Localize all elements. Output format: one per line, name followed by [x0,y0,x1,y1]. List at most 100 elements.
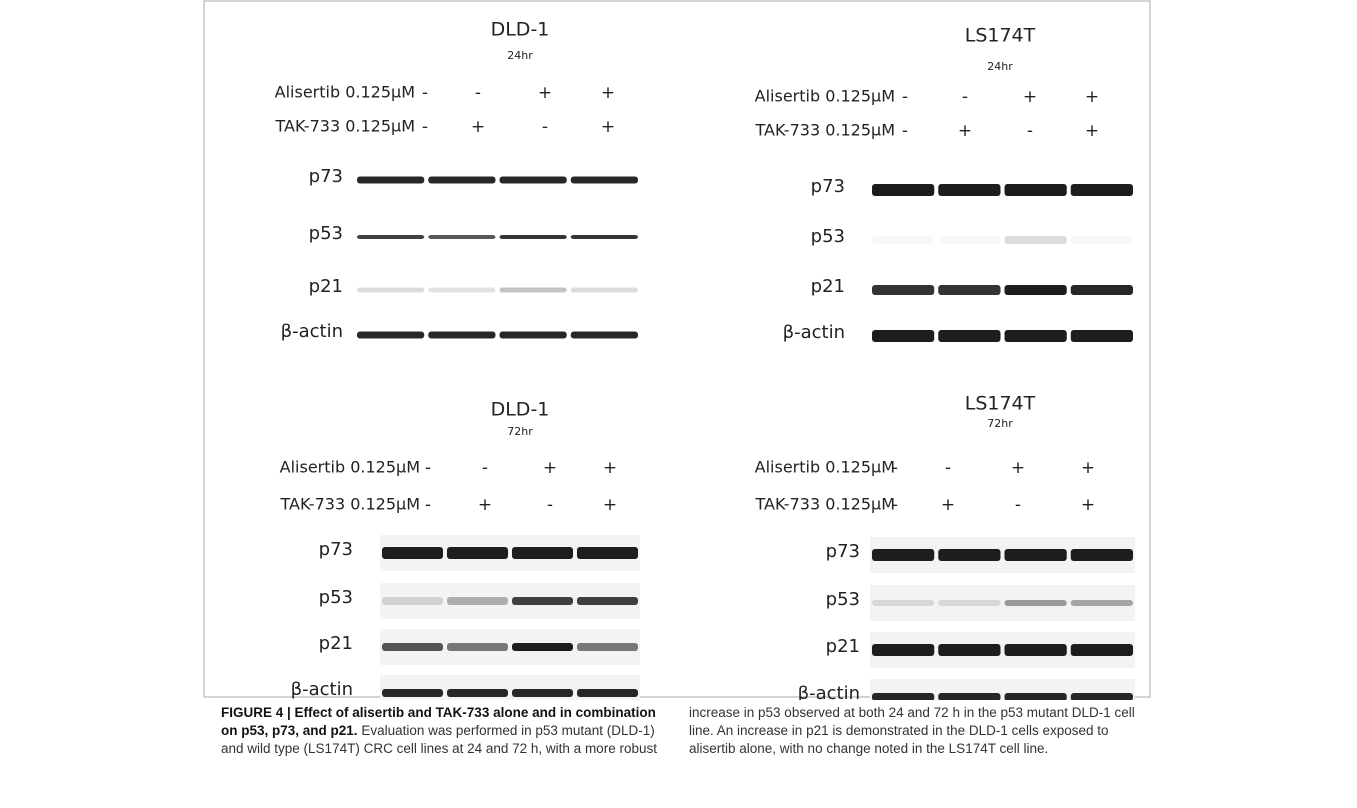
treatment-sign: + [958,121,972,141]
treatment-sign: + [538,83,552,103]
treatment-label: TAK-733 0.125μM [755,121,895,140]
treatment-sign: + [543,458,557,478]
treatment-sign: + [941,495,955,515]
blot-band [357,235,425,239]
blot-band [938,330,1001,342]
blot-band [1070,285,1133,295]
blot-band [938,644,1001,656]
treatment-sign: - [945,458,951,478]
caption-label: FIGURE 4 | Effect of alisertib and TAK-7… [221,705,656,738]
blot-band [938,600,1001,606]
blot-band [1004,600,1067,606]
treatment-sign: - [542,117,548,137]
protein-label: β-actin [783,322,845,343]
treatment-sign: + [603,458,617,478]
protein-label: p53 [309,223,343,244]
treatment-sign: + [1081,458,1095,478]
protein-label: p73 [319,539,353,560]
panel-time: 72hr [507,425,533,438]
blot-band [938,236,1000,244]
blot-band [499,287,567,293]
blot-band [577,547,638,559]
blot-band [938,693,1001,700]
treatment-sign: + [1011,458,1025,478]
panel-title: LS174T [965,25,1036,47]
protein-label: β-actin [281,321,343,342]
treatment-label: Alisertib 0.125μM [280,458,420,477]
blot-band [512,547,573,559]
treatment-label: TAK-733 0.125μM [755,495,895,514]
panel-time: 72hr [987,417,1013,430]
blot-band [1070,549,1133,561]
blot-band [447,643,508,651]
blot-band [938,549,1001,561]
blot-band [570,235,638,239]
treatment-label: TAK-733 0.125μM [275,117,415,136]
blot-band [872,600,935,606]
blot-band [872,184,935,196]
treatment-sign: + [1085,121,1099,141]
blot-band [872,644,935,656]
treatment-sign: - [1027,121,1033,141]
blot-band [577,643,638,651]
treatment-sign: + [1085,87,1099,107]
panel-time: 24hr [507,49,533,62]
protein-label: p21 [309,276,343,297]
blot-band [382,689,443,697]
treatment-label: Alisertib 0.125μM [755,458,895,477]
treatment-sign: + [1023,87,1037,107]
blot-band [938,285,1001,295]
blot-band [447,597,508,605]
panel-time: 24hr [987,60,1013,73]
treatment-sign: - [962,87,968,107]
treatment-label: Alisertib 0.125μM [275,83,415,102]
treatment-sign: + [478,495,492,515]
treatment-sign: - [902,121,908,141]
blot-band [1004,330,1067,342]
blot-band [872,285,935,295]
treatment-sign: + [471,117,485,137]
panel-title: DLD-1 [491,19,550,41]
protein-label: p73 [309,166,343,187]
blot-band [1070,693,1133,700]
blot-band [447,689,508,697]
treatment-sign: - [547,495,553,515]
blot-band [499,331,567,339]
blot-band [577,689,638,697]
protein-label: p53 [319,587,353,608]
treatment-sign: + [601,83,615,103]
treatment-label: Alisertib 0.125μM [755,87,895,106]
blot-band [512,689,573,697]
blot-band [499,235,567,239]
blot-band [512,643,573,651]
blot-strip [870,679,1135,700]
protein-label: p53 [826,589,860,610]
treatment-sign: - [475,83,481,103]
protein-label: p21 [319,633,353,654]
blot-band [428,235,496,239]
blot-band [428,176,496,184]
treatment-sign: - [892,495,898,515]
figure-border [203,0,1151,698]
blot-band [570,287,638,293]
blot-band [357,287,425,293]
blot-band [428,331,496,339]
blot-band [499,176,567,184]
protein-label: p73 [811,176,845,197]
blot-band [1004,549,1067,561]
blot-band [1070,644,1133,656]
blot-band [357,176,425,184]
blot-band [872,693,935,700]
blot-band [872,330,935,342]
blot-band [1004,693,1067,700]
blot-band [570,176,638,184]
treatment-sign: - [422,117,428,137]
blot-band [382,643,443,651]
caption: FIGURE 4 | Effect of alisertib and TAK-7… [221,704,1143,758]
blot-band [1071,236,1133,244]
panel-title: LS174T [965,393,1036,415]
blot-band [357,331,425,339]
treatment-sign: + [603,495,617,515]
